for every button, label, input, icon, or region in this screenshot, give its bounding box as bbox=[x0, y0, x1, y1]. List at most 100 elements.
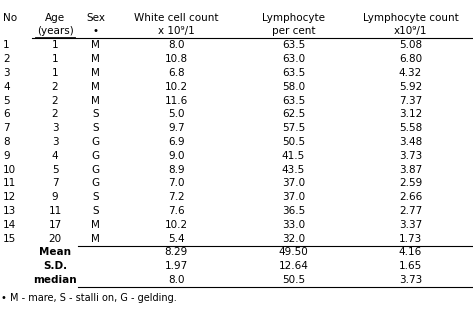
Text: 63.5: 63.5 bbox=[282, 95, 305, 106]
Text: M: M bbox=[91, 82, 100, 92]
Text: M: M bbox=[91, 54, 100, 64]
Text: per cent: per cent bbox=[272, 26, 315, 36]
Text: 32.0: 32.0 bbox=[282, 234, 305, 244]
Text: 2: 2 bbox=[52, 109, 58, 119]
Text: 10.2: 10.2 bbox=[165, 220, 188, 230]
Text: 63.0: 63.0 bbox=[282, 54, 305, 64]
Text: 6: 6 bbox=[3, 109, 10, 119]
Text: 3.87: 3.87 bbox=[399, 165, 422, 175]
Text: (years): (years) bbox=[36, 26, 73, 36]
Text: 7.2: 7.2 bbox=[168, 192, 185, 202]
Text: 63.5: 63.5 bbox=[282, 68, 305, 78]
Text: 5.08: 5.08 bbox=[399, 40, 422, 50]
Text: 14: 14 bbox=[3, 220, 17, 230]
Text: 7: 7 bbox=[3, 123, 10, 133]
Text: M: M bbox=[91, 40, 100, 50]
Text: 5: 5 bbox=[3, 95, 10, 106]
Text: 3.12: 3.12 bbox=[399, 109, 422, 119]
Text: 1.73: 1.73 bbox=[399, 234, 422, 244]
Text: 6.8: 6.8 bbox=[168, 68, 185, 78]
Text: 9.0: 9.0 bbox=[168, 151, 184, 161]
Text: 7.6: 7.6 bbox=[168, 206, 185, 216]
Text: 2: 2 bbox=[52, 95, 58, 106]
Text: 3.73: 3.73 bbox=[399, 151, 422, 161]
Text: 2.66: 2.66 bbox=[399, 192, 422, 202]
Text: 2.77: 2.77 bbox=[399, 206, 422, 216]
Text: 11: 11 bbox=[3, 178, 17, 188]
Text: 8.29: 8.29 bbox=[164, 247, 188, 257]
Text: 4.32: 4.32 bbox=[399, 68, 422, 78]
Text: 5.92: 5.92 bbox=[399, 82, 422, 92]
Text: 3.48: 3.48 bbox=[399, 137, 422, 147]
Text: 13: 13 bbox=[3, 206, 17, 216]
Text: S: S bbox=[92, 109, 99, 119]
Text: M: M bbox=[91, 68, 100, 78]
Text: 41.5: 41.5 bbox=[282, 151, 305, 161]
Text: 36.5: 36.5 bbox=[282, 206, 305, 216]
Text: 50.5: 50.5 bbox=[282, 275, 305, 285]
Text: 1: 1 bbox=[52, 40, 58, 50]
Text: S: S bbox=[92, 123, 99, 133]
Text: 7.0: 7.0 bbox=[168, 178, 184, 188]
Text: 10.8: 10.8 bbox=[165, 54, 188, 64]
Text: 62.5: 62.5 bbox=[282, 109, 305, 119]
Text: Sex: Sex bbox=[86, 13, 105, 23]
Text: 50.5: 50.5 bbox=[282, 137, 305, 147]
Text: 49.50: 49.50 bbox=[279, 247, 308, 257]
Text: 3: 3 bbox=[52, 123, 58, 133]
Text: 10: 10 bbox=[3, 165, 17, 175]
Text: White cell count: White cell count bbox=[134, 13, 219, 23]
Text: 9.7: 9.7 bbox=[168, 123, 185, 133]
Text: •: • bbox=[93, 26, 99, 36]
Text: Mean: Mean bbox=[39, 247, 71, 257]
Text: 1: 1 bbox=[52, 68, 58, 78]
Text: 2.59: 2.59 bbox=[399, 178, 422, 188]
Text: 8: 8 bbox=[3, 137, 10, 147]
Text: 5.0: 5.0 bbox=[168, 109, 184, 119]
Text: 3: 3 bbox=[3, 68, 10, 78]
Text: 3.37: 3.37 bbox=[399, 220, 422, 230]
Text: Age: Age bbox=[45, 13, 65, 23]
Text: 12.64: 12.64 bbox=[279, 261, 309, 271]
Text: 6.9: 6.9 bbox=[168, 137, 185, 147]
Text: 6.80: 6.80 bbox=[399, 54, 422, 64]
Text: 4: 4 bbox=[3, 82, 10, 92]
Text: 5.4: 5.4 bbox=[168, 234, 185, 244]
Text: 3.73: 3.73 bbox=[399, 275, 422, 285]
Text: 20: 20 bbox=[48, 234, 62, 244]
Text: 57.5: 57.5 bbox=[282, 123, 305, 133]
Text: No: No bbox=[3, 13, 18, 23]
Text: 2: 2 bbox=[52, 82, 58, 92]
Text: 8.9: 8.9 bbox=[168, 165, 185, 175]
Text: 8.0: 8.0 bbox=[168, 275, 184, 285]
Text: • M - mare, S - stalli on, G - gelding.: • M - mare, S - stalli on, G - gelding. bbox=[1, 293, 177, 303]
Text: S: S bbox=[92, 206, 99, 216]
Text: 15: 15 bbox=[3, 234, 17, 244]
Text: Lymphocyte: Lymphocyte bbox=[262, 13, 325, 23]
Text: 4.16: 4.16 bbox=[399, 247, 422, 257]
Text: 12: 12 bbox=[3, 192, 17, 202]
Text: 2: 2 bbox=[3, 54, 10, 64]
Text: 9: 9 bbox=[52, 192, 58, 202]
Text: 7.37: 7.37 bbox=[399, 95, 422, 106]
Text: median: median bbox=[33, 275, 77, 285]
Text: 43.5: 43.5 bbox=[282, 165, 305, 175]
Text: M: M bbox=[91, 234, 100, 244]
Text: M: M bbox=[91, 95, 100, 106]
Text: 1.65: 1.65 bbox=[399, 261, 422, 271]
Text: 33.0: 33.0 bbox=[282, 220, 305, 230]
Text: 10.2: 10.2 bbox=[165, 82, 188, 92]
Text: 7: 7 bbox=[52, 178, 58, 188]
Text: 1: 1 bbox=[52, 54, 58, 64]
Text: 5.58: 5.58 bbox=[399, 123, 422, 133]
Text: 63.5: 63.5 bbox=[282, 40, 305, 50]
Text: 11: 11 bbox=[48, 206, 62, 216]
Text: 37.0: 37.0 bbox=[282, 192, 305, 202]
Text: G: G bbox=[92, 137, 100, 147]
Text: 17: 17 bbox=[48, 220, 62, 230]
Text: 11.6: 11.6 bbox=[164, 95, 188, 106]
Text: Lymphocyte count: Lymphocyte count bbox=[363, 13, 458, 23]
Text: x 10⁹/1: x 10⁹/1 bbox=[158, 26, 195, 36]
Text: 1.97: 1.97 bbox=[164, 261, 188, 271]
Text: 3: 3 bbox=[52, 137, 58, 147]
